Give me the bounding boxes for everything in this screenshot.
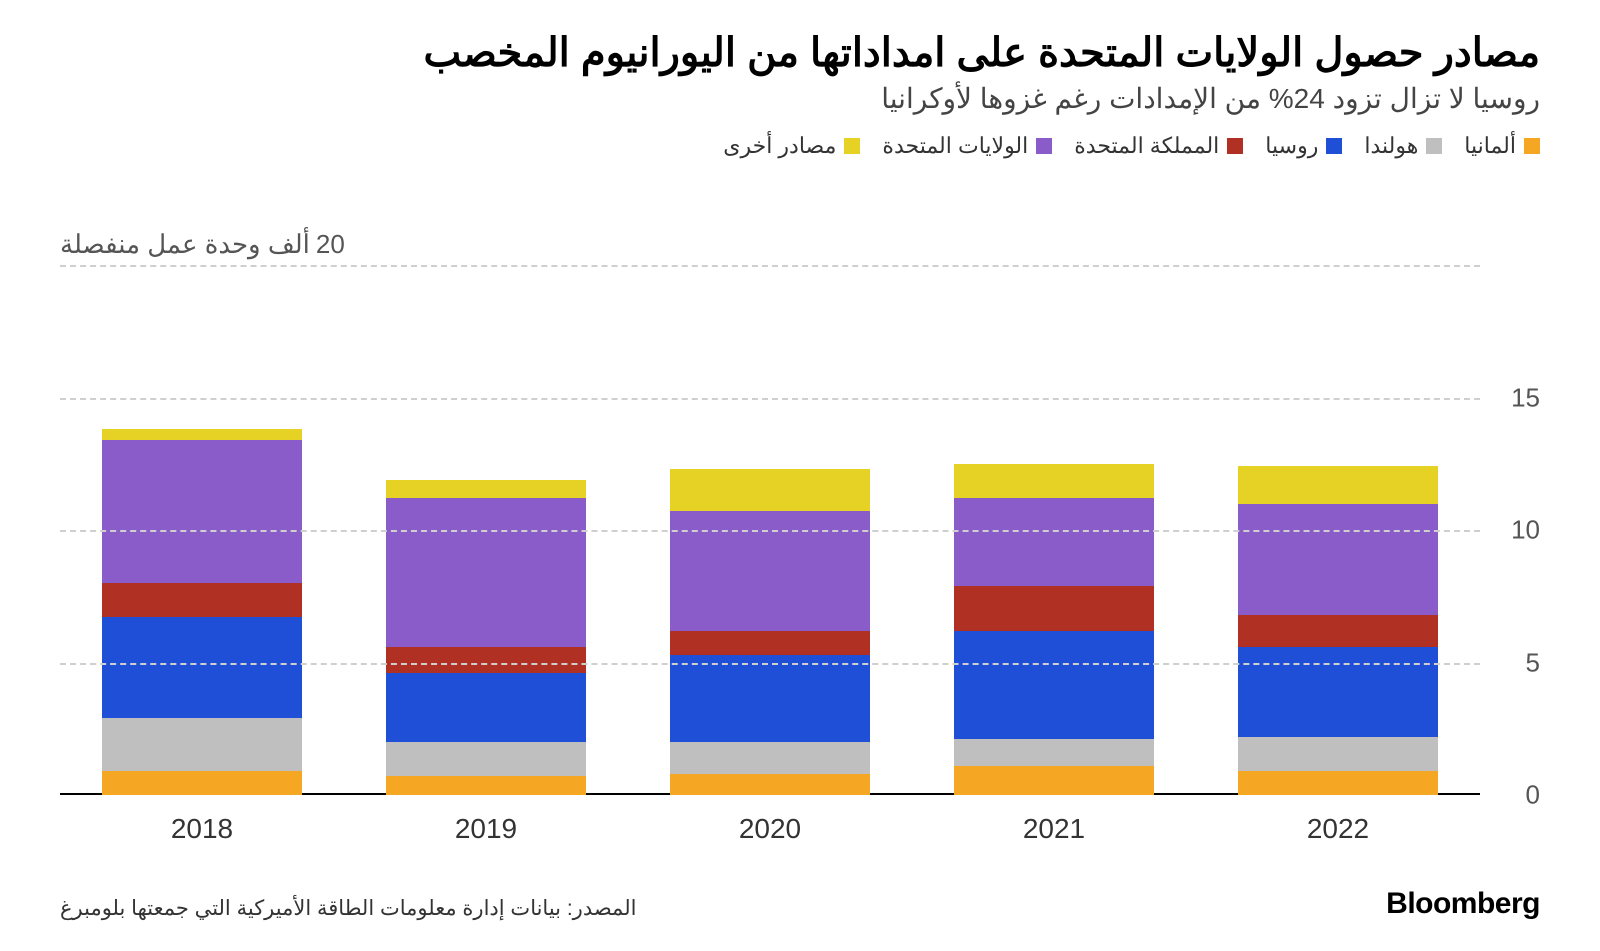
legend-label: المملكة المتحدة <box>1074 133 1219 159</box>
stacked-bar <box>670 469 870 795</box>
legend-swatch <box>1227 138 1243 154</box>
legend-label: مصادر أخرى <box>723 133 836 159</box>
brand-logo-text: Bloomberg <box>1386 887 1540 921</box>
legend-swatch <box>1426 138 1442 154</box>
bar-segment-other <box>954 464 1154 498</box>
y-tick-label: 5 <box>1526 647 1540 678</box>
legend-item: مصادر أخرى <box>723 133 860 159</box>
y-tick-label: 15 <box>1511 382 1540 413</box>
x-axis-labels: 2018 2019 2020 2021 2022 <box>60 813 1480 845</box>
stacked-bar <box>954 464 1154 795</box>
legend-label: هولندا <box>1364 133 1418 159</box>
bar-segment-netherlands <box>1238 737 1438 771</box>
bar-segment-us <box>1238 504 1438 615</box>
legend-label: الولايات المتحدة <box>882 133 1028 159</box>
bar-segment-russia <box>1238 647 1438 737</box>
bar-segment-netherlands <box>102 718 302 771</box>
bar-segment-germany <box>670 774 870 795</box>
yaxis-top-tick: 20 <box>316 229 345 260</box>
legend-swatch <box>844 138 860 154</box>
bar-segment-netherlands <box>386 742 586 776</box>
stacked-bar <box>102 429 302 795</box>
bar-segment-russia <box>386 673 586 742</box>
y-tick-label: 0 <box>1526 780 1540 811</box>
legend-swatch <box>1326 138 1342 154</box>
legend-swatch <box>1036 138 1052 154</box>
bar-segment-other <box>102 429 302 440</box>
legend-label: ألمانيا <box>1464 133 1516 159</box>
legend-item: الولايات المتحدة <box>882 133 1052 159</box>
x-tick-label: 2021 <box>954 813 1154 845</box>
bar-segment-netherlands <box>954 739 1154 766</box>
bar-segment-germany <box>102 771 302 795</box>
bar-segment-germany <box>1238 771 1438 795</box>
bar-segment-netherlands <box>670 742 870 774</box>
legend-label: روسيا <box>1265 133 1318 159</box>
bar-segment-uk <box>1238 615 1438 647</box>
stacked-bar <box>1238 466 1438 795</box>
bar-segment-russia <box>670 655 870 742</box>
bar-segment-uk <box>954 586 1154 631</box>
y-tick-label: 10 <box>1511 515 1540 546</box>
legend-item: ألمانيا <box>1464 133 1540 159</box>
chart-container: مصادر حصول الولايات المتحدة على امداداته… <box>0 0 1600 951</box>
bar-segment-germany <box>386 776 586 795</box>
bar-segment-germany <box>954 766 1154 795</box>
bar-segment-uk <box>670 631 870 655</box>
legend-item: هولندا <box>1364 133 1442 159</box>
x-tick-label: 2019 <box>386 813 586 845</box>
x-tick-label: 2020 <box>670 813 870 845</box>
bar-segment-us <box>386 498 586 646</box>
bar-segment-other <box>1238 466 1438 503</box>
legend-item: روسيا <box>1265 133 1342 159</box>
legend-item: المملكة المتحدة <box>1074 133 1243 159</box>
chart-title: مصادر حصول الولايات المتحدة على امداداته… <box>60 30 1540 76</box>
bar-segment-uk <box>102 583 302 617</box>
bar-segment-other <box>670 469 870 511</box>
gridline <box>60 398 1480 400</box>
source-attribution: المصدر: بيانات إدارة معلومات الطاقة الأم… <box>60 896 636 921</box>
gridline <box>60 663 1480 665</box>
chart-footer: Bloomberg المصدر: بيانات إدارة معلومات ا… <box>60 887 1540 921</box>
x-tick-label: 2022 <box>1238 813 1438 845</box>
x-tick-label: 2018 <box>102 813 302 845</box>
legend-swatch <box>1524 138 1540 154</box>
gridline <box>60 530 1480 532</box>
chart-subtitle: روسيا لا تزال تزود 24% من الإمدادات رغم … <box>60 82 1540 115</box>
yaxis-unit-row: 20 ألف وحدة عمل منفصلة <box>60 229 1540 260</box>
bar-segment-us <box>954 498 1154 585</box>
bar-segment-us <box>102 440 302 583</box>
bar-segment-russia <box>102 617 302 718</box>
plot: 051015 <box>60 265 1540 795</box>
stacked-bar <box>386 480 586 795</box>
chart-legend: ألمانيا هولندا روسيا المملكة المتحدة الولايا… <box>60 133 1540 159</box>
gridline <box>60 265 1480 267</box>
bar-segment-other <box>386 480 586 499</box>
bar-segment-russia <box>954 631 1154 740</box>
bar-segment-uk <box>386 647 586 674</box>
yaxis-unit-label: ألف وحدة عمل منفصلة <box>60 229 310 260</box>
plot-area: 051015 <box>60 265 1540 795</box>
